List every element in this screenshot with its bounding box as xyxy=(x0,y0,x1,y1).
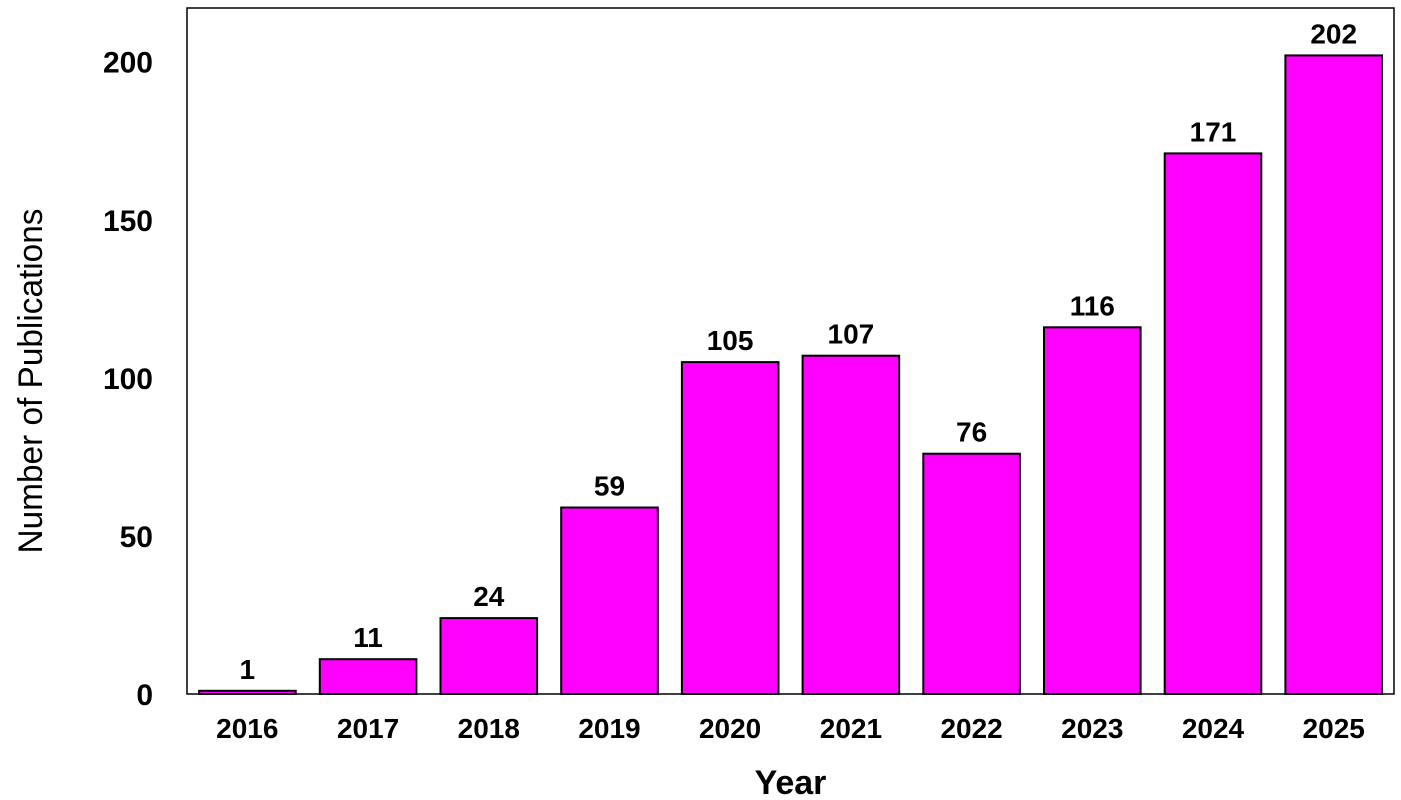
y-tick-label-50: 50 xyxy=(120,521,153,554)
data-label-2018: 24 xyxy=(473,581,505,612)
x-tick-label-2020: 2020 xyxy=(699,713,761,744)
y-tick-label-200: 200 xyxy=(103,47,153,80)
bar-2023 xyxy=(1043,326,1142,695)
data-label-2023: 116 xyxy=(1070,290,1115,321)
x-axis-ticks: 2016 2017 2018 2019 2020 2021 2022 2023 2024 2025 xyxy=(216,713,1365,744)
y-axis-ticks: 0 50 100 150 200 xyxy=(103,47,153,712)
data-label-2022: 76 xyxy=(956,417,987,448)
bar-2022 xyxy=(922,452,1021,696)
data-label-2025: 202 xyxy=(1310,18,1357,49)
x-tick-label-2021: 2021 xyxy=(820,713,882,744)
x-tick-label-2024: 2024 xyxy=(1182,713,1245,744)
y-tick-label-100: 100 xyxy=(103,363,153,396)
bar-2017 xyxy=(318,658,418,696)
data-label-2020: 105 xyxy=(707,325,754,356)
x-tick-label-2018: 2018 xyxy=(458,713,520,744)
y-tick-label-150: 150 xyxy=(103,205,153,238)
x-tick-label-2019: 2019 xyxy=(578,713,640,744)
x-tick-label-2025: 2025 xyxy=(1303,713,1365,744)
x-tick-label-2017: 2017 xyxy=(337,713,399,744)
data-label-2024: 171 xyxy=(1190,116,1237,147)
bar-2021 xyxy=(801,354,901,695)
bar-2025 xyxy=(1284,54,1384,695)
x-tick-label-2022: 2022 xyxy=(940,713,1002,744)
x-tick-label-2023: 2023 xyxy=(1061,713,1123,744)
data-label-2021: 107 xyxy=(828,319,875,350)
y-axis-title: Number of Publications xyxy=(12,209,50,554)
bars xyxy=(198,54,1384,696)
y-tick-label-0: 0 xyxy=(136,679,153,712)
bar-2018 xyxy=(439,617,539,695)
data-label-2017: 11 xyxy=(353,622,383,653)
bar-2019 xyxy=(560,506,659,695)
bar-2020 xyxy=(680,361,780,695)
plot-frame xyxy=(186,7,1395,695)
x-tick-label-2016: 2016 xyxy=(216,713,278,744)
data-label-2016: 1 xyxy=(240,654,256,685)
data-label-2019: 59 xyxy=(594,471,625,502)
bar-2024 xyxy=(1163,152,1263,695)
x-axis-title: Year xyxy=(755,764,827,800)
